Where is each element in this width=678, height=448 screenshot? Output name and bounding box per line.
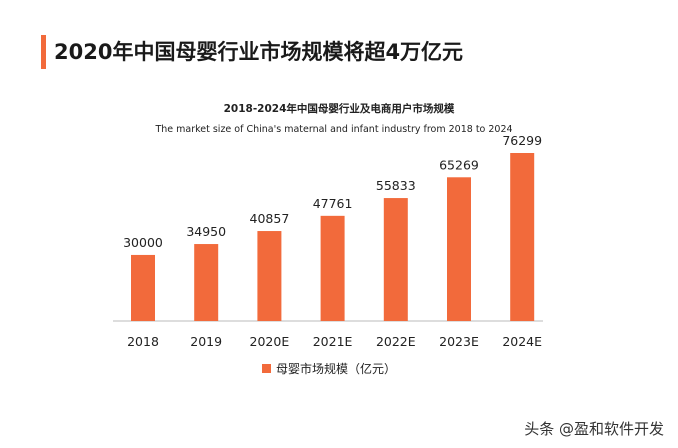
bar bbox=[320, 215, 345, 321]
x-tick-label: 2018 bbox=[127, 334, 159, 349]
bar bbox=[194, 244, 219, 321]
bar bbox=[383, 198, 408, 321]
watermark: 头条 @盈和软件开发 bbox=[524, 420, 664, 438]
data-label: 65269 bbox=[439, 157, 479, 172]
chart-title: 2018-2024年中国母婴行业及电商用户市场规模 bbox=[223, 103, 455, 115]
x-tick-label: 2019 bbox=[190, 334, 222, 349]
bar bbox=[257, 231, 282, 321]
data-label: 47761 bbox=[313, 196, 353, 211]
data-label: 40857 bbox=[250, 211, 290, 226]
x-tick-label: 2022E bbox=[376, 334, 416, 349]
data-label: 76299 bbox=[502, 133, 542, 148]
title-accent-bar bbox=[41, 35, 46, 69]
x-tick-label: 2024E bbox=[502, 334, 542, 349]
x-tick-label: 2021E bbox=[313, 334, 353, 349]
legend-label: 母婴市场规模（亿元） bbox=[276, 362, 397, 376]
chart-subtitle: The market size of China's maternal and … bbox=[155, 124, 513, 135]
bar bbox=[510, 153, 535, 321]
data-label: 30000 bbox=[123, 235, 163, 250]
bar bbox=[131, 254, 155, 321]
data-label: 34950 bbox=[186, 224, 226, 239]
x-tick-label: 2020E bbox=[250, 334, 290, 349]
x-tick-label: 2023E bbox=[439, 334, 479, 349]
legend: 母婴市场规模（亿元） bbox=[262, 360, 396, 377]
data-label: 55833 bbox=[376, 178, 416, 193]
page-title: 2020年中国母婴行业市场规模将超4万亿元 bbox=[54, 40, 464, 64]
legend-swatch bbox=[262, 364, 271, 373]
bar bbox=[447, 177, 471, 321]
